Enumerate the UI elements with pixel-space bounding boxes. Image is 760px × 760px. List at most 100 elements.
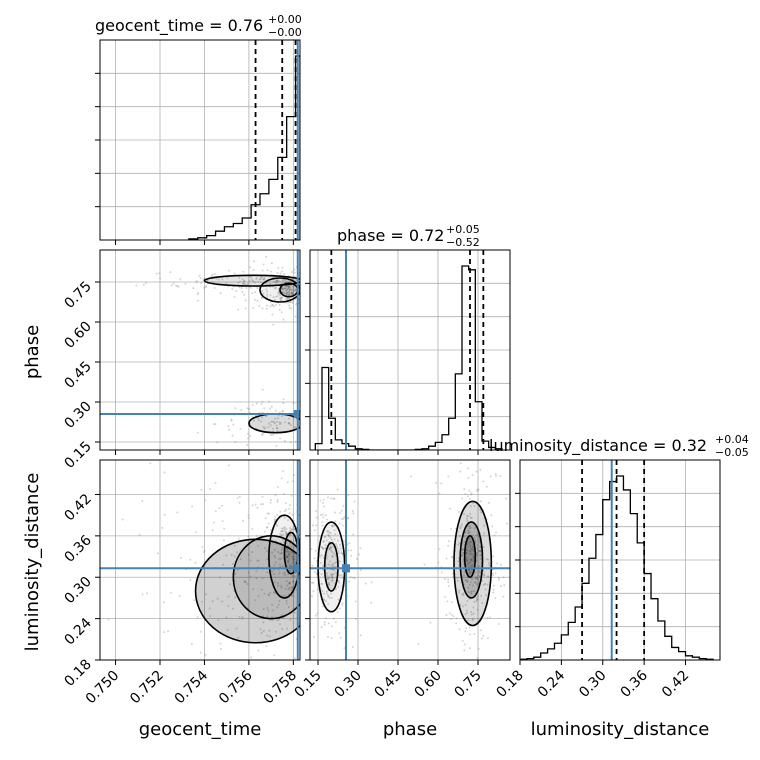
scatter-point bbox=[291, 561, 294, 564]
scatter-point bbox=[458, 628, 461, 631]
scatter-point bbox=[469, 544, 472, 547]
scatter-point bbox=[367, 571, 369, 573]
scatter-point bbox=[370, 581, 373, 584]
scatter-point bbox=[225, 616, 228, 619]
scatter-point bbox=[482, 480, 485, 483]
scatter-point bbox=[322, 505, 325, 508]
scatter-point bbox=[324, 600, 327, 603]
scatter-point bbox=[243, 579, 246, 582]
scatter-point bbox=[329, 683, 331, 685]
scatter-point bbox=[305, 290, 307, 292]
scatter-point bbox=[500, 564, 503, 567]
scatter-point bbox=[262, 278, 265, 281]
scatter-point bbox=[270, 616, 273, 619]
scatter-point bbox=[276, 279, 279, 282]
scatter-point bbox=[247, 514, 250, 517]
scatter-point bbox=[266, 269, 269, 272]
scatter-point bbox=[219, 292, 222, 295]
scatter-point bbox=[260, 296, 263, 299]
scatter-point bbox=[332, 497, 335, 500]
scatter-point bbox=[271, 609, 274, 612]
scatter-point bbox=[195, 531, 198, 534]
scatter-point bbox=[283, 528, 286, 531]
scatter-point bbox=[65, 273, 67, 275]
scatter-point bbox=[290, 307, 293, 310]
scatter-point bbox=[491, 591, 494, 594]
scatter-point bbox=[277, 584, 280, 587]
scatter-point bbox=[264, 547, 267, 550]
scatter-point bbox=[466, 519, 469, 522]
scatter-point bbox=[320, 583, 323, 586]
scatter-point bbox=[305, 541, 307, 543]
scatter-point bbox=[277, 551, 280, 554]
scatter-point bbox=[341, 289, 343, 291]
scatter-point bbox=[466, 580, 469, 583]
x-tick-label: 0.756 bbox=[216, 667, 256, 707]
scatter-point bbox=[324, 544, 327, 547]
scatter-point bbox=[492, 574, 495, 577]
scatter-point bbox=[462, 560, 465, 563]
scatter-point bbox=[488, 616, 491, 619]
scatter-point bbox=[475, 583, 478, 586]
scatter-point bbox=[467, 525, 470, 528]
scatter-point bbox=[271, 313, 274, 316]
scatter-point bbox=[249, 575, 252, 578]
scatter-point bbox=[251, 292, 254, 295]
scatter-point bbox=[271, 619, 274, 622]
scatter-point bbox=[288, 553, 291, 556]
scatter-point bbox=[301, 439, 303, 441]
scatter-point bbox=[249, 435, 252, 438]
scatter-point bbox=[494, 572, 497, 575]
scatter-point bbox=[273, 515, 276, 518]
scatter-point bbox=[485, 593, 488, 596]
scatter-point bbox=[281, 627, 284, 630]
scatter-point bbox=[278, 618, 281, 621]
scatter-point bbox=[172, 282, 175, 285]
scatter-point bbox=[473, 633, 476, 636]
scatter-point bbox=[327, 577, 330, 580]
scatter-point bbox=[342, 274, 344, 276]
scatter-point bbox=[169, 271, 172, 274]
scatter-point bbox=[163, 471, 166, 474]
scatter-point bbox=[282, 287, 285, 290]
scatter-point bbox=[340, 551, 343, 554]
scatter-point bbox=[223, 527, 226, 530]
scatter-point bbox=[482, 634, 485, 637]
scatter-point bbox=[478, 549, 481, 552]
scatter-point bbox=[313, 620, 315, 622]
scatter-point bbox=[206, 279, 209, 282]
scatter-point bbox=[280, 551, 283, 554]
scatter-point bbox=[321, 292, 323, 294]
scatter-point bbox=[198, 274, 201, 277]
scatter-point bbox=[239, 427, 242, 430]
scatter-point bbox=[505, 522, 508, 525]
scatter-point bbox=[279, 437, 282, 440]
x-tick-label: 0.30 bbox=[576, 668, 609, 701]
scatter-point bbox=[327, 581, 330, 584]
scatter-point bbox=[304, 302, 306, 304]
scatter-point bbox=[246, 444, 249, 447]
scatter-point bbox=[273, 421, 276, 424]
scatter-point bbox=[307, 545, 309, 547]
scatter-point bbox=[332, 565, 335, 568]
scatter-point bbox=[373, 637, 375, 639]
scatter-point bbox=[288, 290, 291, 293]
scatter-point bbox=[291, 293, 294, 296]
scatter-point bbox=[247, 553, 250, 556]
scatter-point bbox=[328, 583, 331, 586]
scatter-point bbox=[277, 557, 280, 560]
scatter-point bbox=[316, 612, 319, 615]
scatter-point bbox=[291, 575, 294, 578]
scatter-point bbox=[292, 289, 295, 292]
scatter-point bbox=[330, 625, 333, 628]
scatter-point bbox=[467, 537, 470, 540]
scatter-point bbox=[279, 510, 282, 513]
scatter-point bbox=[419, 667, 421, 669]
scatter-point bbox=[288, 422, 291, 425]
scatter-point bbox=[322, 548, 325, 551]
scatter-point bbox=[261, 577, 264, 580]
scatter-point bbox=[332, 569, 335, 572]
scatter-point bbox=[286, 298, 289, 301]
panel-content bbox=[65, 250, 344, 450]
scatter-point bbox=[269, 282, 272, 285]
